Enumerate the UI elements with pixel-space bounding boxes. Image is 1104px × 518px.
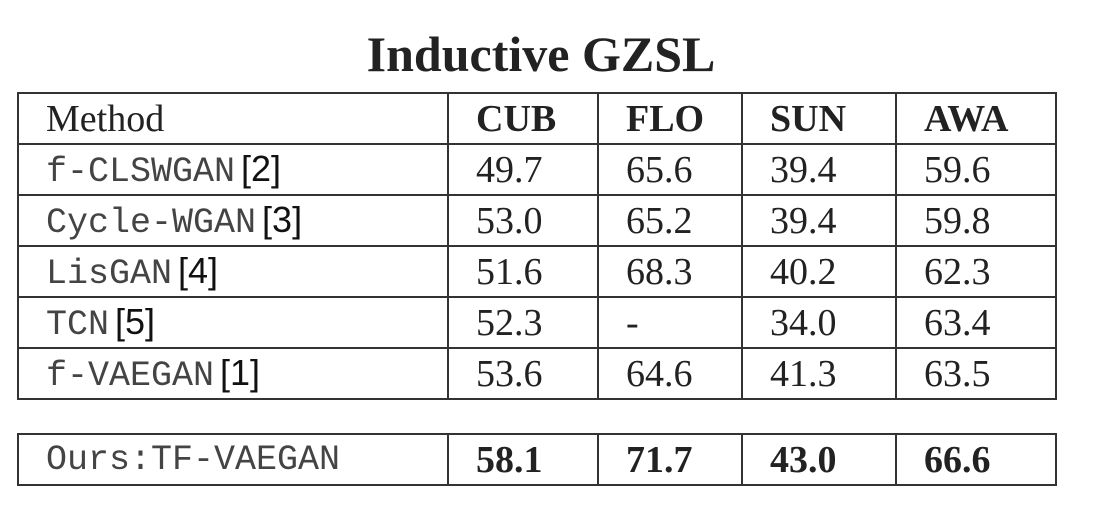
value-cell: 39.4 xyxy=(741,194,897,247)
method-cell: f-VAEGAN [1] xyxy=(17,347,449,400)
value-cell: 68.3 xyxy=(597,245,743,298)
value-cell: 62.3 xyxy=(895,245,1057,298)
method-cell: LisGAN [4] xyxy=(17,245,449,298)
header-row: Method CUB FLO SUN AWA xyxy=(17,92,1057,145)
value-cell: 59.8 xyxy=(895,194,1057,247)
value-cell: 52.3 xyxy=(447,296,599,349)
citation: [2] xyxy=(241,147,282,189)
row: f-VAEGAN [1] 53.6 64.6 41.3 63.5 xyxy=(17,347,1057,400)
citation: [1] xyxy=(220,351,261,393)
header-cell: AWA xyxy=(895,92,1057,145)
value-cell: 63.4 xyxy=(895,296,1057,349)
method-cell: Cycle-WGAN [3] xyxy=(17,194,449,247)
header-cell: SUN xyxy=(741,92,897,145)
final-row-table: Ours:TF-VAEGAN 58.1 71.7 43.0 66.6 xyxy=(17,433,1057,486)
value-cell: 53.0 xyxy=(447,194,599,247)
results-table: Method CUB FLO SUN AWA f-CLSWGAN [2] 49.7 65.6 39… xyxy=(17,92,1057,400)
value-cell: 66.6 xyxy=(895,433,1057,486)
value-cell: 51.6 xyxy=(447,245,599,298)
method-name: f-CLSWGAN xyxy=(46,151,236,192)
value-cell: 64.6 xyxy=(597,347,743,400)
method-cell: f-CLSWGAN [2] xyxy=(17,143,449,196)
method-name: TCN xyxy=(46,304,110,345)
row: TCN [5] 52.3-34.0 63.4 xyxy=(17,296,1057,349)
value-cell: 65.2 xyxy=(597,194,743,247)
value-cell: 53.6 xyxy=(447,347,599,400)
row: f-CLSWGAN [2] 49.7 65.6 39.4 59.6 xyxy=(17,143,1057,196)
value-cell: 49.7 xyxy=(447,143,599,196)
title: Inductive GZSL xyxy=(366,26,716,82)
value-cell: 43.0 xyxy=(741,433,897,486)
value-cell: 63.5 xyxy=(895,347,1057,400)
value-cell: 34.0 xyxy=(741,296,897,349)
header-cell: FLO xyxy=(597,92,743,145)
value-cell: 71.7 xyxy=(597,433,743,486)
value-cell: 58.1 xyxy=(447,433,599,486)
method-name: LisGAN xyxy=(46,253,173,294)
header-cell: CUB xyxy=(447,92,599,145)
value-cell: 41.3 xyxy=(741,347,897,400)
header-cell: Method xyxy=(17,92,449,145)
method-cell: Ours:TF-VAEGAN xyxy=(17,433,449,486)
value-cell: 40.2 xyxy=(741,245,897,298)
citation: [3] xyxy=(262,198,303,240)
value-cell: 59.6 xyxy=(895,143,1057,196)
value-cell: 65.6 xyxy=(597,143,743,196)
value-cell: 39.4 xyxy=(741,143,897,196)
method-name: Cycle-WGAN xyxy=(46,202,257,243)
method-cell: TCN [5] xyxy=(17,296,449,349)
citation: [4] xyxy=(178,249,219,291)
row: Cycle-WGAN [3] 53.0 65.2 39.4 59.8 xyxy=(17,194,1057,247)
method-name: f-VAEGAN xyxy=(46,355,215,396)
value-cell: - xyxy=(597,296,743,349)
citation: [5] xyxy=(115,300,156,342)
final-row: Ours:TF-VAEGAN 58.1 71.7 43.0 66.6 xyxy=(17,433,1057,486)
row: LisGAN [4] 51.6 68.3 40.2 62.3 xyxy=(17,245,1057,298)
